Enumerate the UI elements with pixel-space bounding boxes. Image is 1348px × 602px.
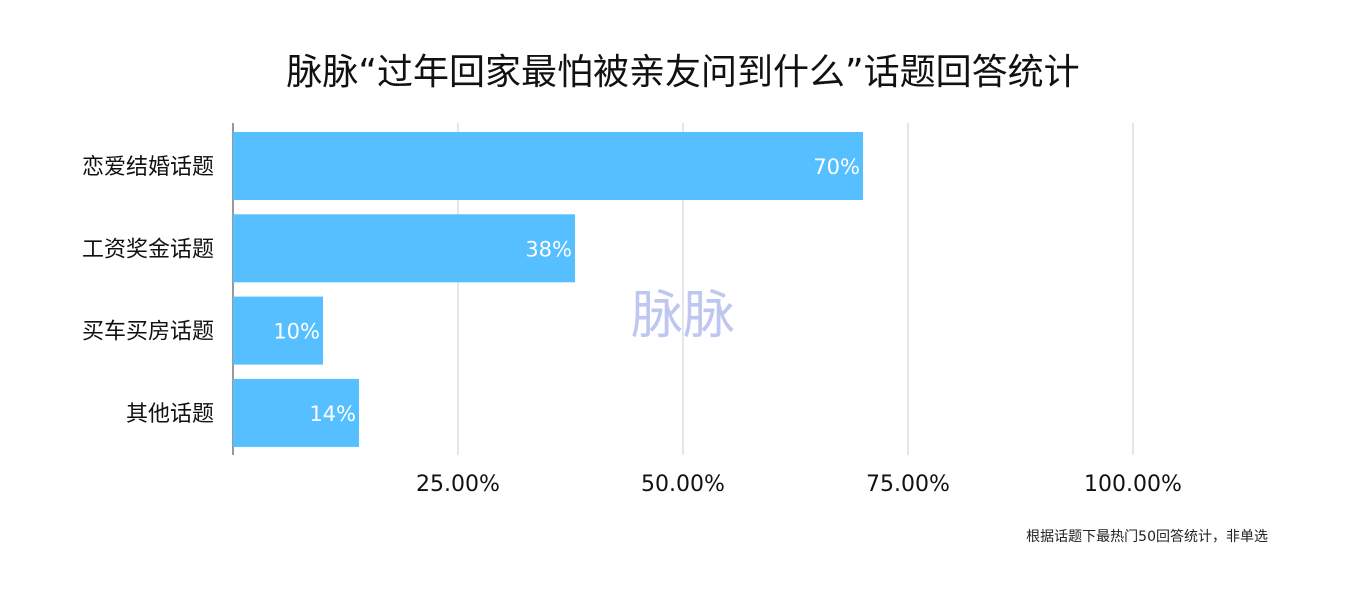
x-tick-label: 50.00% [641,472,725,497]
data-label: 38% [525,237,572,261]
bar [233,296,323,365]
y-tick-label: 恋爱结婚话题 [82,155,214,180]
watermark: 脉脉 [631,286,735,346]
x-tick-label: 100.00% [1084,472,1182,497]
chart-title: 脉脉“过年回家最怕被亲友问到什么”话题回答统计 [286,52,1079,93]
y-tick-label: 工资奖金话题 [82,237,214,262]
x-tick-label: 25.00% [416,472,500,497]
bar [233,132,863,200]
y-tick-label: 买车买房话题 [82,320,214,345]
bar [233,378,359,447]
footnote: 根据话题下最热门50回答统计，非单选 [1026,528,1268,545]
x-tick-label: 75.00% [866,472,950,497]
data-label: 70% [813,155,860,179]
data-label: 10% [273,320,320,344]
data-label: 14% [309,402,356,426]
y-tick-label: 其他话题 [126,402,214,427]
bar [233,214,575,283]
